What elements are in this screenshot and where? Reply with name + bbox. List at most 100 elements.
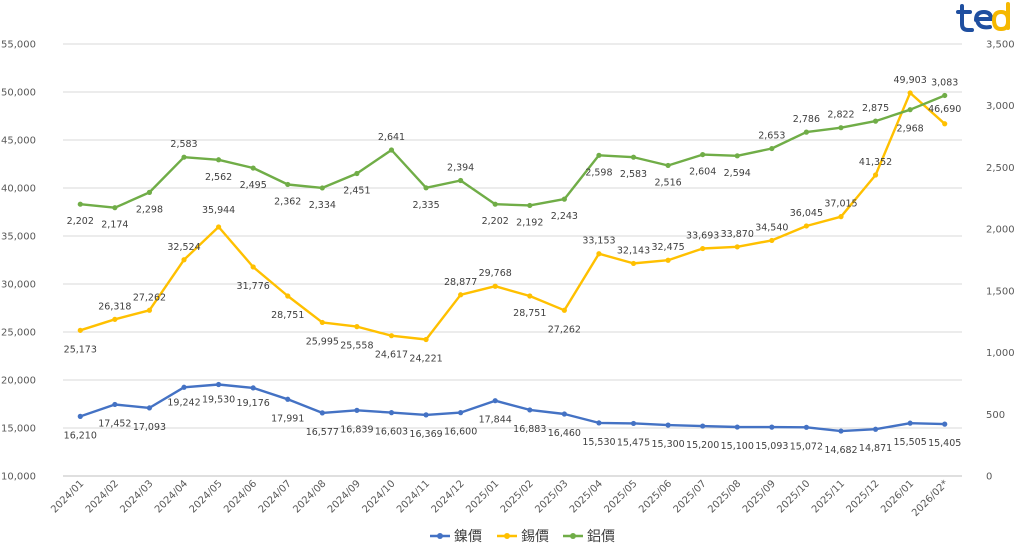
data-point [734, 424, 740, 430]
data-label: 15,093 [755, 441, 788, 452]
data-point [319, 185, 325, 191]
left-axis-tick-label: 40,000 [1, 184, 36, 195]
data-label: 2,174 [101, 220, 128, 231]
data-point [596, 152, 602, 158]
right-axis-tick-label: 1,000 [986, 348, 1015, 359]
data-point [250, 264, 256, 270]
data-point [942, 121, 948, 127]
data-point [215, 157, 222, 163]
right-axis-tick-label: 0 [986, 472, 992, 483]
data-label: 27,262 [548, 324, 581, 335]
data-point [803, 223, 810, 229]
x-axis-tick-label: 2025/04 [568, 478, 605, 515]
data-point [734, 244, 740, 250]
data-label: 33,870 [721, 229, 754, 240]
x-axis-tick-label: 2024/06 [222, 478, 259, 515]
data-label: 16,460 [548, 428, 581, 439]
data-label: 25,558 [340, 341, 373, 352]
data-label: 15,405 [928, 438, 961, 449]
data-point [319, 319, 325, 326]
data-label: 15,072 [790, 441, 823, 452]
data-label: 15,300 [651, 439, 684, 450]
data-label: 17,093 [133, 422, 166, 433]
data-label: 2,562 [205, 172, 232, 183]
data-point [77, 413, 83, 419]
data-label: 32,143 [617, 245, 650, 256]
data-point [285, 181, 291, 188]
data-point [423, 412, 429, 418]
data-label: 41,352 [859, 157, 892, 168]
data-point [700, 423, 706, 429]
data-label: 15,530 [582, 437, 615, 448]
left-axis-tick-label: 55,000 [1, 40, 36, 51]
data-label: 27,262 [133, 292, 166, 303]
left-axis-tick-label: 50,000 [1, 88, 36, 99]
data-point [838, 214, 844, 220]
data-label: 2,495 [240, 180, 267, 191]
data-label: 14,871 [859, 443, 892, 454]
left-axis-tick-label: 25,000 [1, 328, 36, 339]
data-point [285, 396, 291, 402]
data-point [388, 147, 395, 153]
data-point [872, 172, 879, 178]
data-label: 16,603 [375, 427, 408, 438]
data-label: 2,334 [309, 200, 336, 211]
x-axis-tick-label: 2024/07 [257, 478, 294, 515]
data-label: 2,243 [551, 211, 578, 222]
data-point [77, 327, 83, 333]
left-axis-tick-label: 10,000 [1, 472, 36, 483]
data-point [354, 407, 360, 413]
ted-logo-icon [956, 2, 1010, 32]
data-point [561, 196, 567, 202]
data-label: 2,298 [136, 204, 163, 215]
legend-item[interactable]: 鎳價 [430, 528, 482, 545]
data-point [769, 237, 775, 244]
x-axis-tick-label: 2025/07 [672, 478, 709, 515]
x-axis-tick-label: 2024/03 [118, 478, 155, 515]
left-axis-tick-label: 30,000 [1, 280, 36, 291]
data-point [354, 170, 360, 177]
data-label: 33,693 [686, 231, 719, 242]
data-label: 16,883 [513, 424, 546, 435]
data-point [803, 424, 810, 430]
data-point [423, 185, 429, 191]
x-axis-tick-label: 2025/08 [706, 478, 743, 515]
gridlines [63, 43, 962, 477]
x-axis-tick-label: 2025/11 [810, 478, 847, 515]
data-point [215, 224, 222, 230]
data-point [527, 293, 533, 299]
data-label: 15,100 [721, 441, 754, 452]
data-label: 2,583 [620, 169, 647, 180]
data-point [388, 333, 395, 339]
data-label: 15,475 [617, 437, 650, 448]
data-point [907, 107, 913, 113]
right-axis-tick-label: 2,000 [986, 225, 1015, 236]
data-label: 2,516 [654, 177, 681, 188]
data-label: 32,475 [651, 242, 684, 253]
data-label: 2,786 [793, 114, 820, 125]
legend-marker [570, 533, 576, 539]
data-label: 28,751 [513, 308, 546, 319]
data-label: 2,362 [274, 196, 301, 207]
data-label: 28,877 [444, 277, 477, 288]
series-line [79, 91, 946, 341]
data-label: 15,200 [686, 440, 719, 451]
x-axis-tick-label: 2024/11 [395, 478, 432, 515]
data-label: 16,369 [409, 429, 442, 440]
data-label: 16,839 [340, 424, 373, 435]
data-point [319, 410, 325, 416]
data-label: 25,173 [64, 344, 97, 355]
data-point [527, 202, 533, 209]
x-axis: 2024/012024/022024/032024/042024/052024/… [49, 478, 951, 519]
data-point [838, 125, 844, 131]
legend[interactable]: 鎳價 錫價 鋁價 [430, 528, 615, 545]
data-label: 16,210 [64, 430, 97, 441]
legend-item[interactable]: 錫價 [497, 528, 549, 545]
series-line [80, 94, 946, 209]
data-label: 19,530 [202, 395, 235, 406]
data-point [146, 405, 153, 411]
data-point [596, 420, 602, 426]
data-label: 2,968 [897, 124, 924, 135]
legend-item[interactable]: 鋁價 [563, 528, 615, 545]
